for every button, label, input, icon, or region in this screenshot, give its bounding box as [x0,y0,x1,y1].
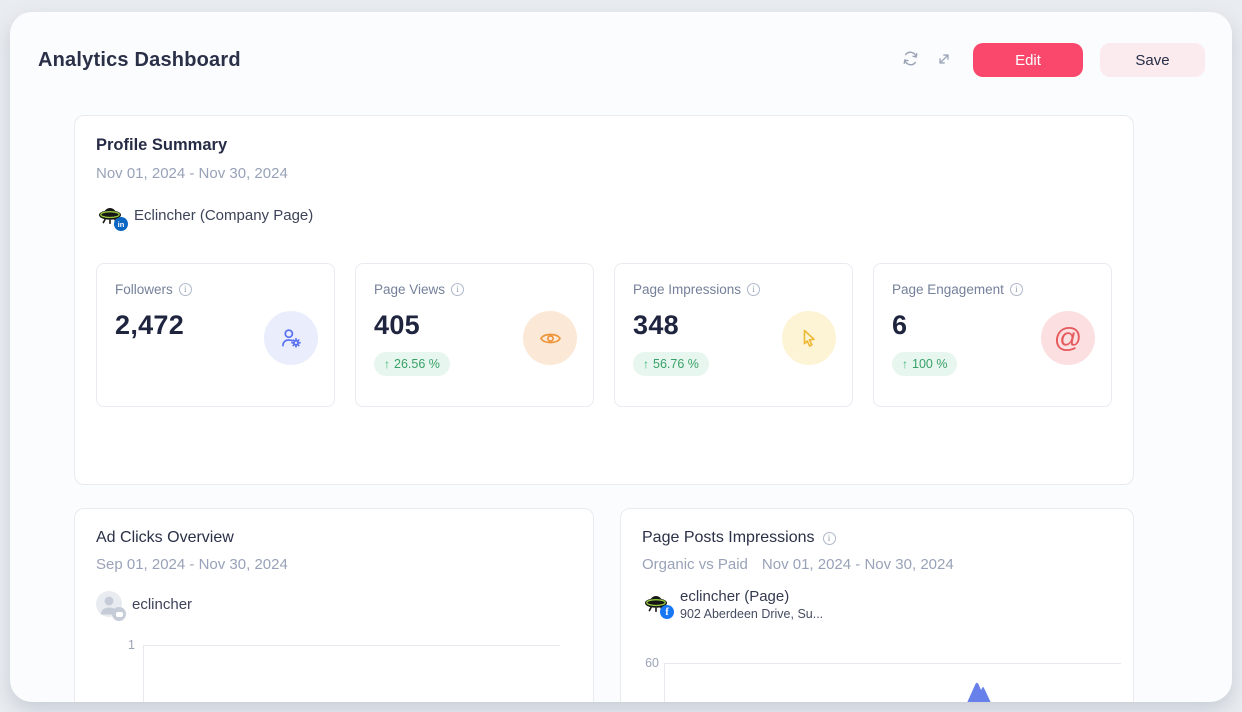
y-axis-line [143,645,144,702]
stat-card-page-views: Page Views 405 26.56 % [355,263,594,407]
page-posts-subtitle: Organic vs Paid [642,556,748,573]
change-badge: 26.56 % [374,352,450,376]
page-posts-account-name: eclincher (Page) [680,588,790,605]
stat-card-page-engagement: Page Engagement 6 100 % [873,263,1112,407]
series-line-peak [966,679,998,702]
at-icon [1041,311,1095,365]
expand-button[interactable] [927,43,961,77]
stat-value: 405 [374,310,420,340]
pointer-icon [782,311,836,365]
page-title: Analytics Dashboard [38,48,241,71]
profile-summary-date-range: Nov 01, 2024 - Nov 30, 2024 [96,165,288,182]
change-value: 26.56 % [394,357,440,371]
expand-icon [935,50,953,71]
facebook-icon [660,605,674,619]
page-posts-title: Page Posts Impressions [642,529,815,546]
eclincher-logo-avatar [642,591,674,619]
profile-summary-card: Profile Summary Nov 01, 2024 - Nov 30, 2… [74,115,1134,485]
ad-clicks-account-name: eclincher [132,595,193,613]
stat-label: Page Engagement [892,282,1004,297]
user-settings-icon [264,311,318,365]
info-icon[interactable] [1009,283,1023,296]
dashboard-panel: Analytics Dashboard [10,12,1232,702]
up-arrow-icon [902,357,908,371]
y-axis-tick: 60 [645,656,659,670]
gridline [143,645,560,646]
header-actions: Edit Save [893,43,1205,77]
profile-account-name: Eclincher (Company Page) [134,206,314,224]
gridline [664,663,1121,664]
ad-clicks-card: Ad Clicks Overview Sep 01, 2024 - Nov 30… [74,508,594,702]
profile-account-row: Eclincher (Company Page) [96,203,1112,231]
up-arrow-icon [643,357,649,371]
info-icon[interactable] [747,283,761,296]
profile-summary-title: Profile Summary [96,136,228,154]
y-axis-tick: 1 [128,638,135,652]
stat-label: Followers [115,282,173,297]
info-icon[interactable] [451,283,465,296]
eclincher-logo-avatar [96,203,128,231]
stat-label: Page Impressions [633,282,742,297]
change-badge: 56.76 % [633,352,709,376]
change-badge: 100 % [892,352,958,376]
up-arrow-icon [384,357,390,371]
ad-clicks-title: Ad Clicks Overview [96,529,234,546]
info-icon[interactable] [822,531,836,545]
linkedin-icon [114,217,128,231]
stat-card-followers: Followers 2,472 [96,263,335,407]
y-axis-line [664,663,665,702]
ad-clicks-date-range: Sep 01, 2024 - Nov 30, 2024 [96,556,288,573]
page-header: Analytics Dashboard [38,43,1205,77]
page-posts-date-range: Nov 01, 2024 - Nov 30, 2024 [761,556,954,573]
page-posts-account-row: eclincher (Page) 902 Aberdeen Drive, Su.… [642,588,1112,621]
change-value: 56.76 % [653,357,699,371]
stats-row: Followers 2,472 Page Views [96,263,1112,407]
info-icon[interactable] [178,283,192,296]
save-button[interactable]: Save [1100,43,1205,77]
stat-value: 2,472 [115,310,185,340]
eye-icon [523,311,577,365]
edit-button[interactable]: Edit [973,43,1083,77]
stat-card-page-impressions: Page Impressions 348 56.76 % [614,263,853,407]
default-avatar [96,591,126,621]
change-value: 100 % [912,357,948,371]
page-posts-account-address: 902 Aberdeen Drive, Su... [680,607,824,621]
refresh-icon [901,49,920,71]
stat-value: 6 [892,310,908,340]
ad-clicks-account-row: eclincher [96,591,572,621]
placeholder-network-icon [112,607,126,621]
stat-label: Page Views [374,282,446,297]
refresh-button[interactable] [893,43,927,77]
stat-value: 348 [633,310,679,340]
page-posts-card: Page Posts Impressions Organic vs Paid N… [620,508,1134,702]
